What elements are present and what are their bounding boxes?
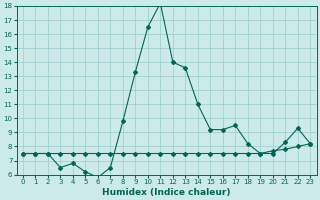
- X-axis label: Humidex (Indice chaleur): Humidex (Indice chaleur): [102, 188, 231, 197]
